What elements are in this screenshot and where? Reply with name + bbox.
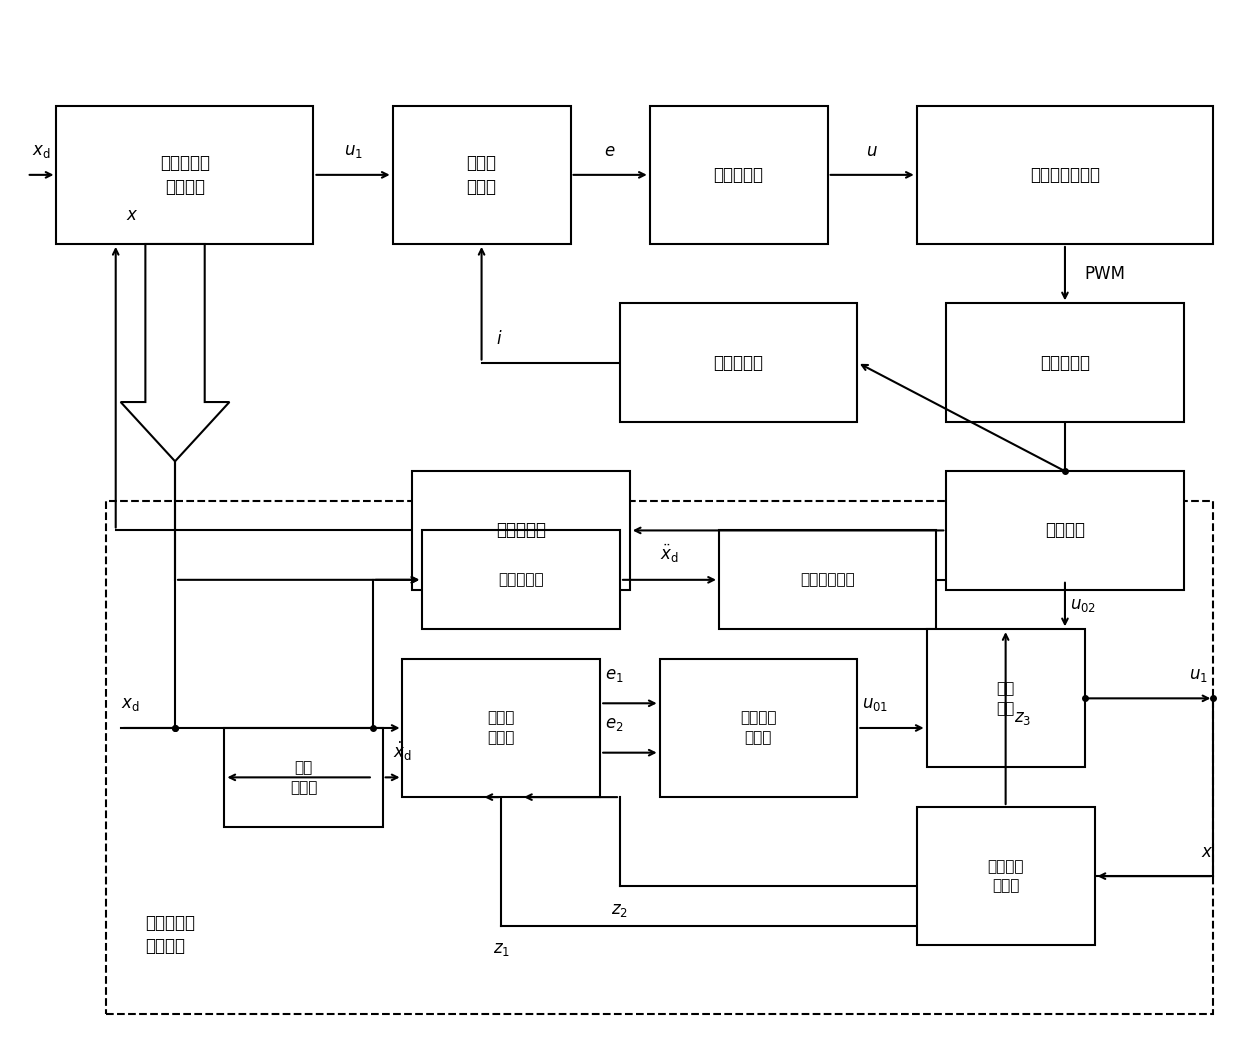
Bar <box>660 659 857 797</box>
Bar <box>56 106 314 244</box>
Text: $z_2$: $z_2$ <box>611 901 629 919</box>
Text: $e_2$: $e_2$ <box>605 715 624 733</box>
Text: PWM: PWM <box>1085 265 1126 283</box>
Bar <box>105 501 1213 1014</box>
Bar <box>719 531 936 630</box>
Text: $e_1$: $e_1$ <box>605 665 624 683</box>
Text: $x_\mathrm{d}$: $x_\mathrm{d}$ <box>120 695 139 714</box>
Text: 功率逆变器: 功率逆变器 <box>1040 353 1090 371</box>
Text: 位移传感器: 位移传感器 <box>496 521 546 539</box>
Text: 改进型自抗
扰控制器: 改进型自抗 扰控制器 <box>145 913 196 955</box>
Bar <box>403 659 600 797</box>
Text: 第二比
较模块: 第二比 较模块 <box>487 710 515 745</box>
Text: 扩张状态
观测器: 扩张状态 观测器 <box>987 859 1024 893</box>
Text: 脉冲宽度调制器: 脉冲宽度调制器 <box>1030 166 1100 184</box>
Text: $\dot{x}_\mathrm{d}$: $\dot{x}_\mathrm{d}$ <box>393 740 412 763</box>
Text: $z_1$: $z_1$ <box>492 941 510 959</box>
Text: $e$: $e$ <box>604 142 616 160</box>
Bar <box>926 630 1085 767</box>
Text: 电流控制器: 电流控制器 <box>714 166 764 184</box>
Text: $x_\mathrm{d}$: $x_\mathrm{d}$ <box>32 142 51 160</box>
Text: $i$: $i$ <box>496 330 503 348</box>
Text: $u$: $u$ <box>867 142 878 160</box>
Text: 直线电机: 直线电机 <box>1045 521 1085 539</box>
Text: $x$: $x$ <box>125 206 138 224</box>
Text: $u_1$: $u_1$ <box>1189 665 1208 683</box>
Bar <box>946 304 1184 421</box>
Bar <box>916 807 1095 945</box>
Text: $u_{01}$: $u_{01}$ <box>862 695 889 714</box>
Text: $z_3$: $z_3$ <box>1013 709 1030 727</box>
Polygon shape <box>120 244 229 461</box>
Bar <box>916 106 1213 244</box>
Text: $\ddot{x}_\mathrm{d}$: $\ddot{x}_\mathrm{d}$ <box>660 542 678 565</box>
Text: $u_1$: $u_1$ <box>343 142 362 160</box>
Bar <box>393 106 570 244</box>
Text: 一阶
微分器: 一阶 微分器 <box>290 760 317 795</box>
Bar <box>620 304 857 421</box>
Text: 改进型自抗
扰控制器: 改进型自抗 扰控制器 <box>160 154 210 195</box>
Bar <box>946 471 1184 590</box>
Bar <box>224 728 383 827</box>
Text: $u_{02}$: $u_{02}$ <box>1070 596 1096 614</box>
Text: 第三比较模块: 第三比较模块 <box>800 573 856 588</box>
Text: 二阶微分器: 二阶微分器 <box>498 573 544 588</box>
Text: 第一比
较模块: 第一比 较模块 <box>466 154 496 195</box>
Bar <box>413 471 630 590</box>
Text: 求和
模块: 求和 模块 <box>997 681 1014 716</box>
Text: 比例微分
控制器: 比例微分 控制器 <box>740 710 776 745</box>
Text: 电流传感器: 电流传感器 <box>714 353 764 371</box>
Bar <box>423 531 620 630</box>
Bar <box>650 106 827 244</box>
Text: $x$: $x$ <box>1200 843 1213 862</box>
